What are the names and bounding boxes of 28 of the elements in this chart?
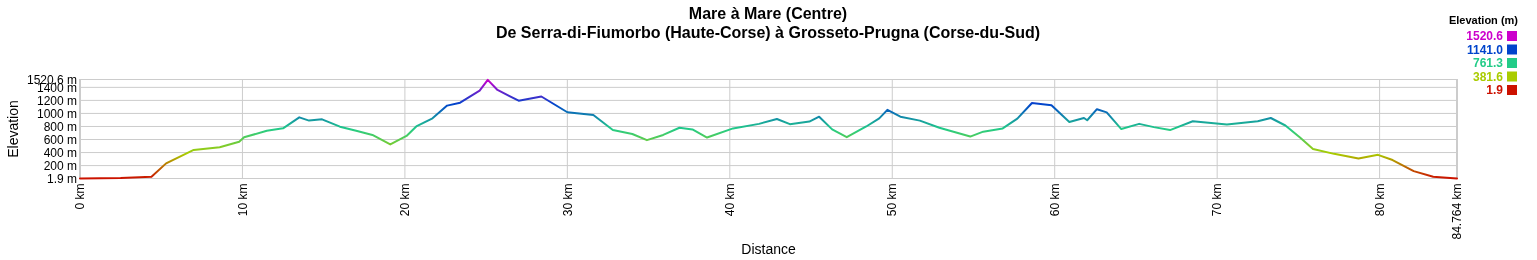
line-series <box>79 78 1458 180</box>
x-tick-label: 0 km <box>73 183 88 210</box>
color-bar-label: 1.9 <box>1486 83 1504 97</box>
color-bar-label: 1141.0 <box>1466 42 1504 57</box>
x-tick-label: 70 km <box>1210 183 1225 217</box>
chart-subtitle: De Serra-di-Fiumorbo (Haute-Corse) à Grosseto-Prugna (Corse-du-Sud) <box>495 24 1041 41</box>
color-bar-label: 761.3 <box>1472 56 1504 70</box>
x-axis-title: Distance <box>741 241 796 257</box>
x-tick-label: 20 km <box>398 183 413 217</box>
y-tick-label: 400 m <box>43 145 77 160</box>
color-bar-label: 1520.6 <box>1466 29 1504 43</box>
x-tick-label: 10 km <box>235 183 250 217</box>
chart-title: Mare à Mare (Centre) <box>688 5 848 22</box>
y-tick-label: 1000 m <box>36 106 77 121</box>
x-tick-label: 40 km <box>723 183 737 217</box>
y-tick-label: 1.9 m <box>46 171 77 186</box>
color-bar-label: 381.6 <box>1472 69 1504 84</box>
x-tick-label: 50 km <box>885 183 900 217</box>
x-tick-label: 60 km <box>1047 183 1062 217</box>
y-axis-title: Elevation <box>5 100 21 158</box>
y-tick-label: 1200 m <box>36 93 77 108</box>
x-tick-label: 30 km <box>560 183 575 217</box>
y-tick-label: 800 m <box>43 119 77 134</box>
x-tick-label: 80 km <box>1372 183 1387 217</box>
y-tick-label: 200 m <box>43 158 77 173</box>
y-tick-label: 600 m <box>43 132 77 147</box>
color-bar-title: Elevation (m) <box>1448 14 1519 26</box>
x-tick-label: 84.764 km <box>1450 183 1465 240</box>
